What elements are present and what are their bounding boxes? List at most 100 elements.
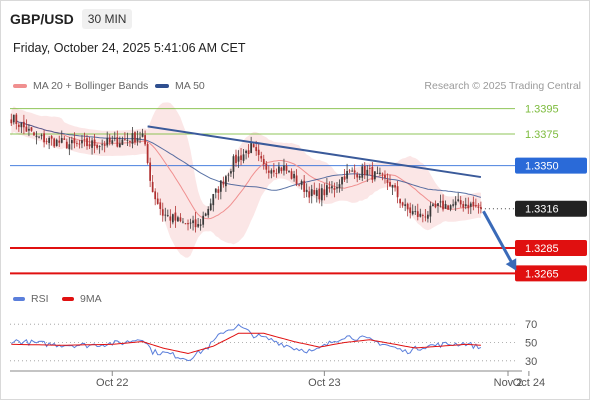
candle-body [156, 198, 159, 204]
candle-body [318, 188, 321, 200]
rsi-line [11, 323, 482, 362]
candle-body [17, 124, 20, 127]
candle-body [70, 140, 73, 144]
candle-body [295, 175, 298, 184]
candle-body [189, 222, 192, 224]
candle-body [83, 139, 86, 141]
candle-body [293, 173, 295, 179]
candle-body [394, 185, 396, 188]
candle-body [262, 158, 265, 164]
x-tick-label: Oct 24 [513, 377, 545, 389]
forecast-arrow-head [505, 258, 517, 271]
candle-body [459, 200, 462, 205]
rsi-tick-label: 70 [525, 319, 537, 331]
candle-body [406, 203, 409, 210]
candle-body [270, 170, 273, 174]
candle-body [424, 216, 427, 218]
candle-body [366, 169, 369, 176]
candle-body [308, 191, 311, 198]
rsi-tick-label: 30 [525, 356, 537, 368]
candle-body [192, 220, 194, 224]
candle-body [351, 170, 354, 172]
candle-body [283, 165, 285, 171]
candle-body [288, 171, 290, 173]
candle-body [396, 186, 399, 198]
candle-body [348, 170, 351, 172]
candle-body [416, 211, 419, 217]
candle-body [338, 184, 341, 189]
candle-body [278, 166, 280, 173]
candle-body [212, 193, 215, 206]
legend-ma9: 9MA [62, 293, 102, 305]
candle-body [477, 206, 480, 208]
candle-body [320, 188, 323, 201]
candle-body [300, 181, 303, 186]
candle-body [384, 175, 386, 178]
candle-body [179, 217, 182, 222]
candle-body [452, 204, 455, 206]
candle-body [73, 138, 76, 144]
ma20-legend-label: MA 20 + Bollinger Bands [33, 80, 149, 92]
candle-body [187, 223, 189, 225]
candle-body [237, 156, 240, 162]
candle-body [154, 191, 157, 200]
candle-body [280, 167, 283, 172]
level-label-0: 1.3395 [525, 104, 559, 116]
candle-body [331, 186, 333, 189]
candle-body [227, 174, 230, 176]
copyright-text: Research © 2025 Trading Central [424, 80, 581, 92]
x-tick-label: Oct 23 [308, 377, 340, 389]
chart-header: GBP/USD 30 MIN [10, 8, 133, 30]
candle-body [55, 139, 58, 147]
candle-body [12, 114, 15, 123]
candle-body [432, 204, 434, 206]
candle-body [303, 180, 306, 192]
candle-body [401, 202, 404, 206]
candle-body [457, 199, 460, 201]
candle-body [361, 166, 364, 178]
ma9-swatch [62, 297, 74, 301]
candle-body [91, 140, 93, 148]
candle-body [48, 137, 51, 143]
candle-body [164, 214, 167, 216]
candle-body [106, 138, 109, 146]
candle-body [118, 143, 121, 148]
candle-body [78, 143, 81, 145]
candle-body [60, 138, 63, 143]
candle-body [480, 206, 482, 209]
candle-body [232, 156, 235, 172]
candle-body [343, 176, 346, 180]
candle-body [126, 139, 129, 141]
candle-body [202, 215, 205, 225]
level-label-3: 1.3285 [525, 243, 559, 255]
candle-body [235, 154, 237, 164]
candle-body [474, 205, 477, 207]
candle-body [113, 137, 116, 139]
candle-body [225, 176, 227, 187]
timeframe-button[interactable]: 30 MIN [81, 9, 133, 29]
candle-body [285, 165, 288, 171]
candle-body [472, 201, 475, 206]
candle-body [131, 133, 134, 144]
level-label-1: 1.3375 [525, 129, 559, 141]
candle-body [30, 127, 33, 131]
candle-body [411, 211, 414, 215]
candle-body [129, 141, 131, 142]
candle-body [257, 149, 260, 155]
candle-body [421, 215, 424, 216]
legend-rsi: RSI [13, 293, 49, 305]
candle-body [136, 138, 139, 142]
level-tag-2 [515, 157, 587, 174]
candle-body [442, 200, 444, 210]
candle-body [326, 185, 328, 195]
rsi-legend-label: RSI [31, 293, 49, 305]
datetime-label: Friday, October 24, 2025 5:41:06 AM CET [13, 41, 246, 55]
candle-body [245, 150, 247, 154]
candle-body [124, 138, 126, 140]
candle-body [255, 147, 258, 152]
resistance-trendline [147, 125, 482, 179]
candle-body [464, 204, 467, 207]
candle-body [305, 189, 308, 193]
symbol-label[interactable]: GBP/USD [10, 11, 74, 27]
